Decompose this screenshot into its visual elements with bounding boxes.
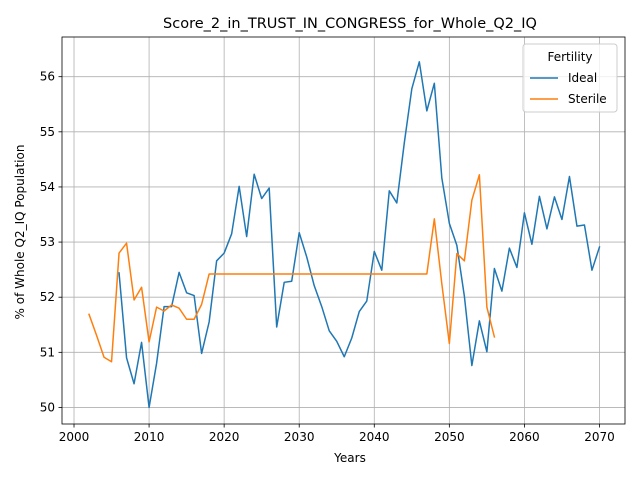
y-tick-label: 54 xyxy=(40,180,55,194)
legend-label-ideal: Ideal xyxy=(568,71,597,85)
x-tick-label: 2010 xyxy=(134,430,165,444)
x-tick-label: 2000 xyxy=(59,430,90,444)
y-tick-label: 56 xyxy=(40,70,55,84)
y-axis-label: % of Whole Q2_IQ Population xyxy=(13,145,27,320)
x-tick-label: 2060 xyxy=(509,430,540,444)
x-tick-label: 2050 xyxy=(434,430,465,444)
x-axis-label: Years xyxy=(333,451,366,465)
legend-label-sterile: Sterile xyxy=(568,92,607,106)
x-tick-label: 2020 xyxy=(209,430,240,444)
y-tick-label: 51 xyxy=(40,345,55,359)
y-tick-label: 53 xyxy=(40,235,55,249)
chart-title: Score_2_in_TRUST_IN_CONGRESS_for_Whole_Q… xyxy=(163,16,537,32)
x-tick-label: 2070 xyxy=(584,430,615,444)
legend-title: Fertility xyxy=(547,50,592,64)
y-tick-label: 52 xyxy=(40,290,55,304)
y-tick-label: 55 xyxy=(40,125,55,139)
x-tick-label: 2040 xyxy=(359,430,390,444)
legend: Fertility Ideal Sterile xyxy=(523,44,617,112)
y-tick-label: 50 xyxy=(40,400,55,414)
x-tick-label: 2030 xyxy=(284,430,315,444)
